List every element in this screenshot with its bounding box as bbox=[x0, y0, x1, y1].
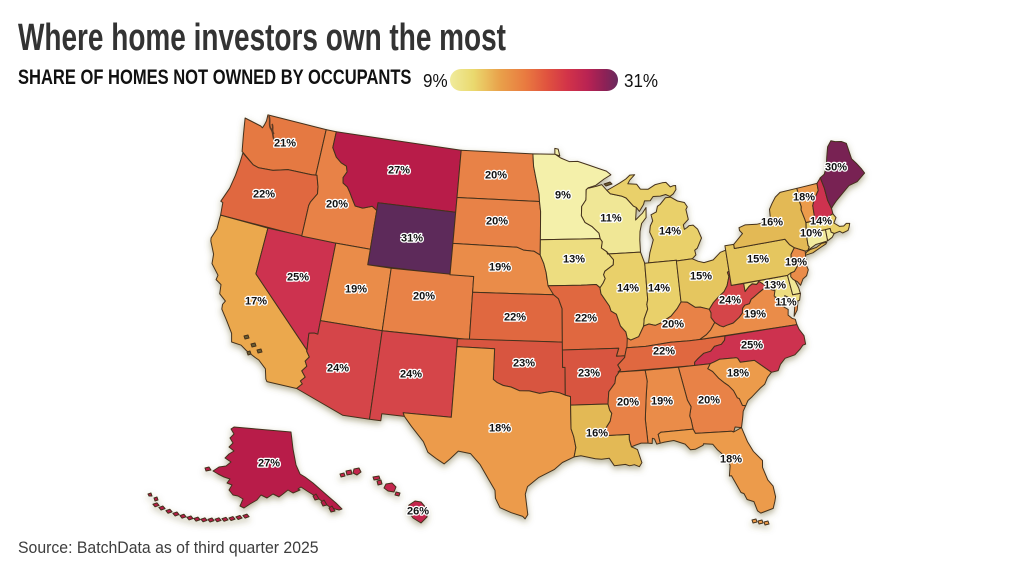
svg-text:20%: 20% bbox=[617, 397, 639, 409]
svg-text:19%: 19% bbox=[489, 262, 511, 274]
svg-text:19%: 19% bbox=[651, 396, 673, 408]
svg-text:30%: 30% bbox=[825, 162, 847, 174]
svg-text:20%: 20% bbox=[485, 170, 507, 182]
svg-text:18%: 18% bbox=[727, 368, 749, 380]
svg-text:21%: 21% bbox=[274, 138, 296, 150]
svg-text:22%: 22% bbox=[504, 312, 526, 324]
svg-text:20%: 20% bbox=[413, 291, 435, 303]
svg-text:26%: 26% bbox=[407, 506, 429, 518]
svg-text:9%: 9% bbox=[555, 190, 571, 202]
svg-text:10%: 10% bbox=[800, 228, 822, 240]
svg-text:22%: 22% bbox=[653, 346, 675, 358]
svg-text:22%: 22% bbox=[253, 189, 275, 201]
svg-text:19%: 19% bbox=[345, 284, 367, 296]
svg-text:20%: 20% bbox=[326, 199, 348, 211]
svg-text:24%: 24% bbox=[719, 295, 741, 307]
svg-text:13%: 13% bbox=[563, 254, 585, 266]
svg-text:13%: 13% bbox=[764, 280, 786, 292]
svg-text:18%: 18% bbox=[793, 192, 815, 204]
svg-text:24%: 24% bbox=[327, 363, 349, 375]
svg-text:14%: 14% bbox=[617, 283, 639, 295]
svg-text:11%: 11% bbox=[775, 297, 797, 309]
svg-text:16%: 16% bbox=[761, 217, 783, 229]
svg-text:15%: 15% bbox=[747, 254, 769, 266]
svg-text:17%: 17% bbox=[245, 296, 267, 308]
svg-text:25%: 25% bbox=[741, 340, 763, 352]
svg-text:23%: 23% bbox=[513, 358, 535, 370]
svg-text:24%: 24% bbox=[400, 369, 422, 381]
svg-text:27%: 27% bbox=[258, 458, 280, 470]
svg-text:20%: 20% bbox=[698, 395, 720, 407]
svg-text:19%: 19% bbox=[785, 257, 807, 269]
svg-text:20%: 20% bbox=[486, 216, 508, 228]
svg-text:15%: 15% bbox=[690, 271, 712, 283]
svg-text:16%: 16% bbox=[586, 428, 608, 440]
svg-text:27%: 27% bbox=[388, 165, 410, 177]
svg-text:23%: 23% bbox=[578, 368, 600, 380]
svg-text:18%: 18% bbox=[489, 423, 511, 435]
svg-text:11%: 11% bbox=[600, 213, 622, 225]
svg-text:20%: 20% bbox=[662, 319, 684, 331]
svg-text:14%: 14% bbox=[659, 226, 681, 238]
svg-text:22%: 22% bbox=[575, 313, 597, 325]
svg-text:18%: 18% bbox=[720, 454, 742, 466]
svg-text:14%: 14% bbox=[810, 216, 832, 228]
svg-text:31%: 31% bbox=[401, 233, 423, 245]
svg-text:19%: 19% bbox=[744, 309, 766, 321]
svg-text:14%: 14% bbox=[648, 283, 670, 295]
svg-text:25%: 25% bbox=[287, 272, 309, 284]
